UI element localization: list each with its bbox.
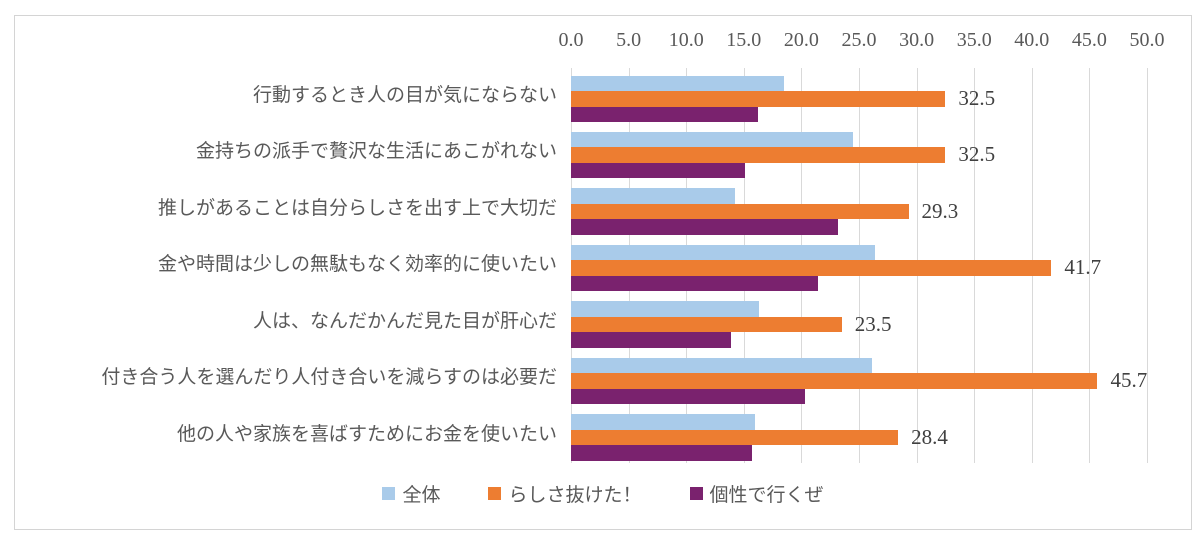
bar: [571, 332, 732, 348]
legend-label: 個性で行くぜ: [709, 485, 824, 506]
category-label: 人は、なんだかんだ見た目が肝心だ: [252, 310, 557, 332]
bar: [571, 445, 752, 461]
x-axis-tick-label: 50.0: [1129, 29, 1165, 51]
bar: [571, 275, 818, 292]
category-label: 付き合う人を選んだり人付き合いを減らすのは必要だ: [101, 367, 557, 389]
x-axis-tick-label: 45.0: [1071, 29, 1107, 51]
bar: [571, 260, 1052, 276]
category-label: 金持ちの派手で贅沢な生活にあこがれない: [195, 141, 557, 163]
x-axis-tick-label: 30.0: [899, 29, 935, 51]
bar: [571, 244, 876, 261]
legend-item: 個性で行くぜ: [689, 480, 824, 507]
bar: [571, 91, 946, 107]
gridline: [1089, 68, 1091, 463]
legend-label: らしさ抜けた！: [508, 485, 642, 506]
bar: [571, 301, 759, 317]
bar: [571, 188, 735, 204]
bar: [571, 162, 745, 179]
bar: [571, 106, 758, 122]
legend-swatch: [689, 487, 703, 500]
legend-label: 全体: [402, 485, 441, 506]
bar: [571, 357, 872, 374]
category-label: 他の人や家族を喜ばすためにお金を使いたい: [176, 423, 557, 445]
x-axis-tick-label: 40.0: [1014, 29, 1050, 51]
x-axis-tick-label: 35.0: [956, 29, 992, 51]
x-axis-tick-label: 15.0: [726, 29, 762, 51]
legend-item: 全体: [382, 480, 440, 507]
x-axis-tick-label: 5.0: [616, 29, 642, 51]
legend-swatch: [488, 487, 502, 500]
bar: [571, 203, 909, 220]
bar: [571, 75, 785, 91]
bar: [571, 373, 1098, 389]
bar: [571, 131, 854, 148]
legend-item: らしさ抜けた！: [488, 480, 642, 507]
x-axis-tick-label: 10.0: [668, 29, 704, 51]
legend: 全体 らしさ抜けた！ 個性で行くぜ: [15, 480, 1191, 507]
gridline: [1147, 68, 1148, 463]
bar-value-label: 23.5: [854, 311, 892, 336]
x-axis-tick-label: 20.0: [783, 29, 819, 51]
bar-value-label: 45.7: [1110, 368, 1148, 393]
category-label: 行動するとき人の目が気にならない: [252, 85, 557, 106]
bar-value-label: 28.4: [911, 424, 948, 449]
category-label: 推しがあることは自分らしさを出す上で大切だ: [157, 197, 557, 219]
bar: [571, 429, 899, 446]
bar-value-label: 29.3: [921, 198, 959, 223]
category-label: 金や時間は少しの無駄もなく効率的に使いたい: [157, 254, 557, 276]
legend-swatch: [382, 487, 396, 500]
bar-value-label: 41.7: [1064, 255, 1102, 280]
x-axis-tick-label: 25.0: [841, 29, 877, 51]
bar: [571, 316, 842, 333]
bar: [571, 388, 805, 405]
x-axis-tick-label: 0.0: [558, 29, 584, 51]
chart-frame: 0.0 5.0 10.0 15.0 20.0 25.0 30.0 35.0 40.0 45.0 50…: [14, 15, 1192, 530]
bar: [571, 219, 839, 235]
bar: [571, 147, 946, 163]
bar-value-label: 32.5: [958, 142, 996, 167]
bar-value-label: 32.5: [958, 86, 996, 110]
bar: [571, 414, 756, 430]
